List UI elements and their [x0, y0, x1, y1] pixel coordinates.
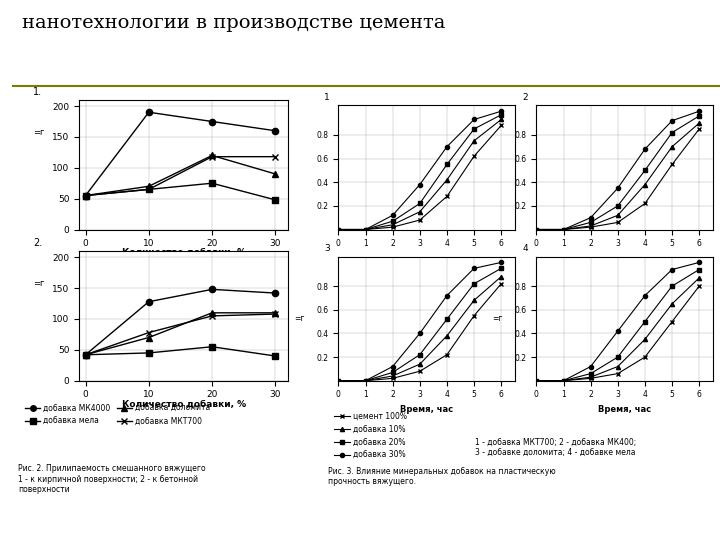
Text: Время, час: Время, час	[598, 405, 651, 414]
Text: 1.: 1.	[33, 87, 42, 97]
Text: 2: 2	[522, 93, 528, 102]
Text: Время, час: Время, час	[400, 405, 453, 414]
Legend: добавка МК4000, добавка мела, добавка доломита, добавка МКТ700: добавка МК4000, добавка мела, добавка до…	[22, 401, 213, 429]
Text: Рис. 3. Влияние минеральных добавок на пластическую
прочность вяжущего.: Рис. 3. Влияние минеральных добавок на п…	[328, 467, 555, 487]
Legend: цемент 100%, добавка 10%, добавка 20%, добавка 30%: цемент 100%, добавка 10%, добавка 20%, д…	[331, 409, 410, 462]
Text: =г: =г	[492, 314, 503, 323]
Text: 4: 4	[522, 244, 528, 253]
Text: Количество добавки, %: Количество добавки, %	[122, 400, 246, 409]
Text: нанотехнологии в производстве цемента: нанотехнологии в производстве цемента	[22, 14, 445, 31]
Text: =г: =г	[294, 314, 305, 323]
Text: 1 - добавка МКТ700; 2 - добавка МК400;
3 - добавке доломита; 4 - добавке мела: 1 - добавка МКТ700; 2 - добавка МК400; 3…	[475, 437, 636, 457]
Text: Количество добавки, %: Количество добавки, %	[122, 248, 246, 258]
Text: =г: =г	[33, 128, 45, 137]
Text: 1: 1	[324, 93, 330, 102]
Text: 3: 3	[324, 244, 330, 253]
Text: Рис. 2. Прилипаемость смешанного вяжущего
1 - к кирпичной поверхности; 2 - к бет: Рис. 2. Прилипаемость смешанного вяжущег…	[18, 464, 206, 494]
Text: =г: =г	[33, 279, 45, 288]
Text: 2.: 2.	[33, 238, 42, 248]
